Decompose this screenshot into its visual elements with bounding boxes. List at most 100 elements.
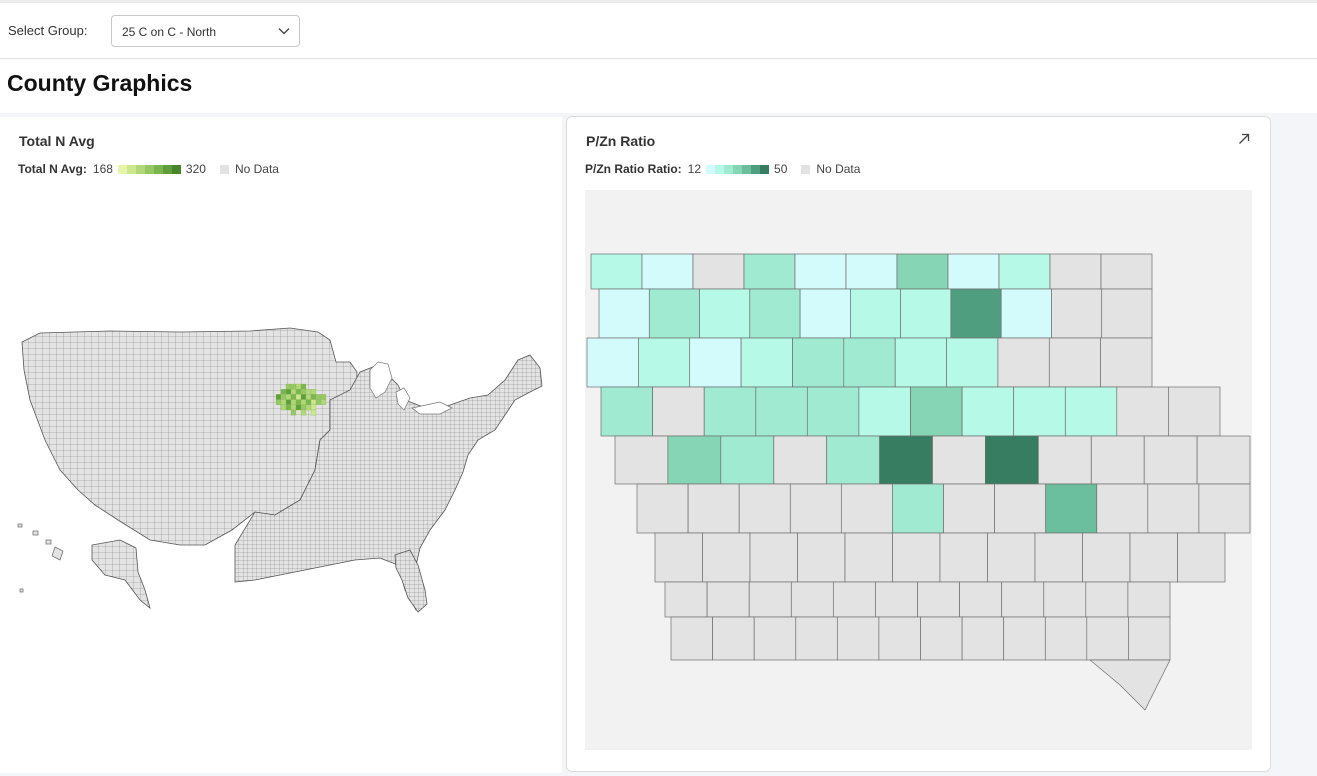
iowa-county[interactable] [844,532,893,583]
us-county[interactable] [280,404,287,411]
iowa-county[interactable] [959,581,1003,618]
iowa-county[interactable] [1045,483,1098,534]
iowa-county[interactable] [1085,581,1129,618]
iowa-county[interactable] [947,253,1000,290]
iowa-county[interactable] [667,435,722,485]
us-county[interactable] [300,394,307,400]
iowa-county[interactable] [1000,288,1052,339]
us-county[interactable] [305,404,312,411]
us-county[interactable] [320,399,327,405]
iowa-county[interactable] [790,581,834,618]
iowa-county[interactable] [1143,435,1198,485]
iowa-county[interactable] [773,435,828,485]
iowa-county[interactable] [586,337,639,388]
iowa-county[interactable] [1082,532,1131,583]
us-county[interactable] [295,394,302,400]
us-county[interactable] [310,409,317,416]
iowa-county[interactable] [614,435,669,485]
iowa-county[interactable] [664,581,708,618]
us-county[interactable] [315,399,322,405]
iowa-county[interactable] [850,288,902,339]
us-county[interactable] [280,389,287,395]
us-county[interactable] [300,389,307,395]
iowa-county[interactable] [985,435,1039,485]
iowa-county[interactable] [1037,435,1092,485]
iowa-county[interactable] [702,532,751,583]
iowa-county[interactable] [795,616,838,661]
iowa-county[interactable] [879,435,933,485]
iowa-county[interactable] [689,337,742,388]
iowa-county[interactable] [1196,435,1251,485]
us-county[interactable] [290,383,297,390]
iowa-county[interactable] [892,532,941,583]
iowa-county[interactable] [920,616,963,661]
iowa-county[interactable] [748,581,792,618]
iowa-county[interactable] [994,483,1047,534]
iowa-county[interactable] [943,483,995,534]
iowa-county[interactable] [892,483,944,534]
iowa-county[interactable] [703,386,757,437]
us-county[interactable] [310,389,317,395]
iowa-county[interactable] [917,581,960,618]
us-county[interactable] [295,389,302,395]
iowa-county[interactable] [1044,616,1088,661]
iowa-county[interactable] [789,483,842,534]
iowa-county[interactable] [799,288,851,339]
iowa-county[interactable] [654,532,703,583]
us-county[interactable] [275,399,282,405]
iowa-county[interactable] [932,435,986,485]
iowa-county[interactable] [843,337,896,388]
iowa-county[interactable] [792,337,845,388]
iowa-county[interactable] [755,386,808,437]
iowa-county[interactable] [997,337,1050,388]
us-county[interactable] [300,399,307,405]
iowa-county[interactable] [1090,435,1145,485]
iowa-county[interactable] [845,253,898,290]
iowa-county[interactable] [1049,253,1102,290]
iowa-county[interactable] [740,337,793,388]
iowa-county[interactable] [1043,581,1087,618]
us-county[interactable] [310,399,317,405]
iowa-county[interactable] [878,616,921,661]
us-county[interactable] [310,394,317,400]
expand-arrow-icon[interactable] [1238,133,1250,145]
iowa-county[interactable] [950,288,1002,339]
iowa-county[interactable] [720,435,775,485]
iowa-county[interactable] [590,253,643,290]
iowa-county[interactable] [1096,483,1149,534]
iowa-county[interactable] [896,253,949,290]
iowa-county[interactable] [699,288,751,339]
iowa-county[interactable] [832,581,876,618]
us-county[interactable] [310,404,317,411]
iowa-county[interactable] [743,253,796,290]
iowa-county[interactable] [641,253,694,290]
us-county[interactable] [295,399,302,405]
iowa-county[interactable] [1129,532,1178,583]
iowa-county[interactable] [1001,581,1045,618]
iowa-county[interactable] [806,386,860,437]
us-county[interactable] [290,409,297,416]
us-county[interactable] [300,383,307,390]
iowa-county[interactable] [636,483,689,534]
iowa-county[interactable] [1064,386,1118,437]
us-county[interactable] [280,399,287,405]
iowa-county[interactable] [836,616,880,661]
iowa-county[interactable] [687,483,740,534]
us-county[interactable] [290,404,297,411]
iowa-county[interactable] [692,253,745,290]
iowa-county[interactable] [749,532,798,583]
iowa-county[interactable] [652,386,705,437]
iowa-county[interactable] [1089,659,1171,711]
iowa-county[interactable] [1116,386,1169,437]
iowa-county[interactable] [1168,386,1221,437]
iowa-county[interactable] [826,435,880,485]
iowa-county[interactable] [1127,581,1171,618]
iowa-county[interactable] [1051,288,1103,339]
iowa-county-map[interactable] [585,190,1252,750]
us-county[interactable] [295,383,302,390]
group-select[interactable]: 25 C on C - North [111,15,300,47]
iowa-county[interactable] [1086,616,1129,661]
iowa-county[interactable] [670,616,713,661]
iowa-county[interactable] [900,288,952,339]
iowa-county[interactable] [638,337,691,388]
